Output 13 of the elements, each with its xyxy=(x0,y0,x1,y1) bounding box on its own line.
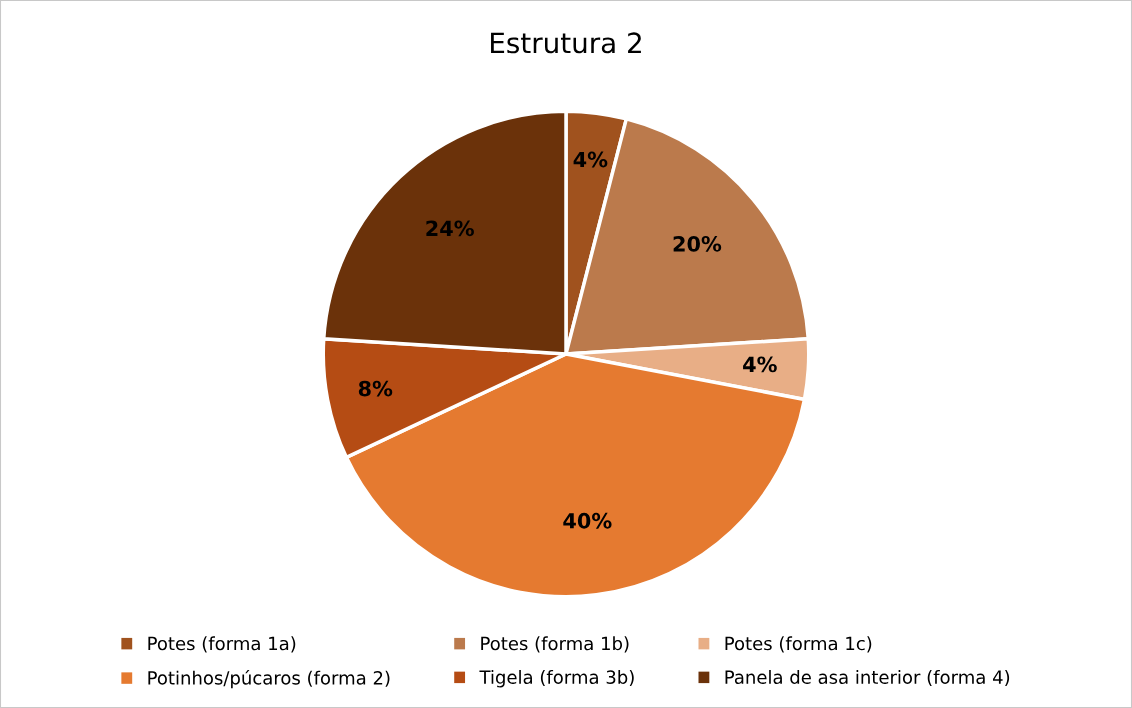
legend-label: Potes (forma 1c) xyxy=(725,636,872,653)
data-label: 4% xyxy=(573,151,608,168)
legend-label: Potinhos/púcaros (forma 2) xyxy=(148,670,390,689)
legend-label: Potes (forma 1a) xyxy=(148,636,296,653)
data-label: 8% xyxy=(358,380,393,397)
data-label: 20% xyxy=(673,235,722,252)
chart-title: Estrutura 2 xyxy=(491,32,641,54)
legend-label: Potes (forma 1b) xyxy=(481,636,629,653)
data-label: 40% xyxy=(563,512,612,529)
legend-label: Tigela (forma 3b) xyxy=(479,670,634,688)
data-label: 24% xyxy=(426,220,474,237)
legend-label: Panela de asa interior (forma 4) xyxy=(725,670,1010,687)
data-label: 4% xyxy=(743,356,777,373)
